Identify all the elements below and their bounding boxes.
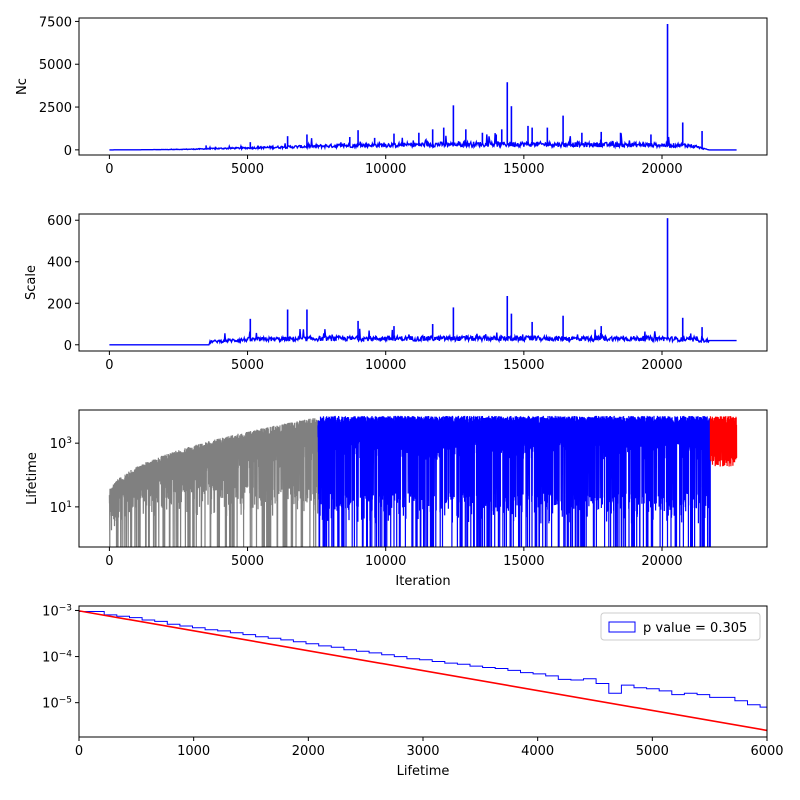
y-tick-label: 0 xyxy=(64,339,72,354)
axes-2: 0 5000 10000 15000 20000 0 200 400 600 Scale xyxy=(24,214,683,373)
x-tick-label: 3000 xyxy=(406,744,439,759)
x-tick-label: 10000 xyxy=(365,554,406,569)
baseline-trace xyxy=(109,133,737,152)
legend-label: p value = 0.305 xyxy=(643,621,747,636)
x-tick-label: 5000 xyxy=(231,554,264,569)
axes-4: 0 1000 2000 3000 4000 5000 6000 10−5 10−4 10−3 Lif… xyxy=(42,603,783,779)
x-tick-label: 6000 xyxy=(750,744,783,759)
plot-frame xyxy=(78,213,768,352)
lifetime-trace-red xyxy=(709,415,738,467)
x-tick-label: 0 xyxy=(105,554,113,569)
lifetime-trace-blue xyxy=(317,415,711,547)
x-axis-label: Lifetime xyxy=(397,764,450,779)
y-tick-label: 103 xyxy=(50,436,72,452)
x-tick-label: 5000 xyxy=(231,358,264,373)
axes-1: 0 5000 10000 15000 20000 0 2500 5000 7500 Nc xyxy=(15,15,683,177)
x-tick-label: 10000 xyxy=(365,358,406,373)
x-tick-label: 0 xyxy=(105,162,113,177)
fit-line xyxy=(79,610,767,732)
series-line xyxy=(109,23,737,152)
x-tick-label: 20000 xyxy=(641,358,682,373)
y-tick-label: 600 xyxy=(47,214,72,229)
legend-box xyxy=(600,612,761,641)
x-tick-label: 5000 xyxy=(231,162,264,177)
baseline-trace xyxy=(109,328,737,346)
x-tick-label: 5000 xyxy=(636,744,669,759)
y-tick-label: 10−4 xyxy=(42,650,72,666)
histogram-group xyxy=(79,610,767,737)
x-tick-label: 0 xyxy=(75,744,83,759)
axes-3: 0 5000 10000 15000 20000 101 103 Lifetime Iterat… xyxy=(25,436,683,589)
x-tick-label: 15000 xyxy=(503,554,544,569)
y-tick-label: 0 xyxy=(64,144,72,159)
y-tick-label: 7500 xyxy=(39,15,72,30)
x-tick-label: 15000 xyxy=(503,358,544,373)
histogram-step xyxy=(79,611,767,737)
y-tick-label: 10−5 xyxy=(42,696,72,712)
x-tick-label: 20000 xyxy=(641,554,682,569)
y-axis-label: Scale xyxy=(24,265,39,300)
y-axis-label: Nc xyxy=(15,78,30,95)
x-tick-label: 4000 xyxy=(521,744,554,759)
y-axis-label: Lifetime xyxy=(25,452,40,505)
x-tick-label: 15000 xyxy=(503,162,544,177)
lifetime-series xyxy=(108,415,738,547)
lifetime-trace-gray xyxy=(108,418,319,547)
y-tick-label: 101 xyxy=(50,500,72,516)
y-tick-label: 200 xyxy=(47,297,72,312)
x-tick-label: 1000 xyxy=(177,744,210,759)
x-tick-label: 2000 xyxy=(292,744,325,759)
legend-swatch xyxy=(608,621,636,633)
y-tick-label: 10−3 xyxy=(42,603,72,619)
series-line xyxy=(109,218,737,346)
legend: p value = 0.305 xyxy=(600,612,761,641)
plot-frame xyxy=(78,17,768,156)
y-tick-label: 2500 xyxy=(39,101,72,116)
y-tick-label: 400 xyxy=(47,256,72,271)
x-tick-label: 10000 xyxy=(365,162,406,177)
x-tick-label: 0 xyxy=(105,358,113,373)
y-tick-label: 5000 xyxy=(39,58,72,73)
plot-frame xyxy=(78,409,768,548)
x-axis-label: Iteration xyxy=(395,574,450,589)
x-tick-label: 20000 xyxy=(641,162,682,177)
